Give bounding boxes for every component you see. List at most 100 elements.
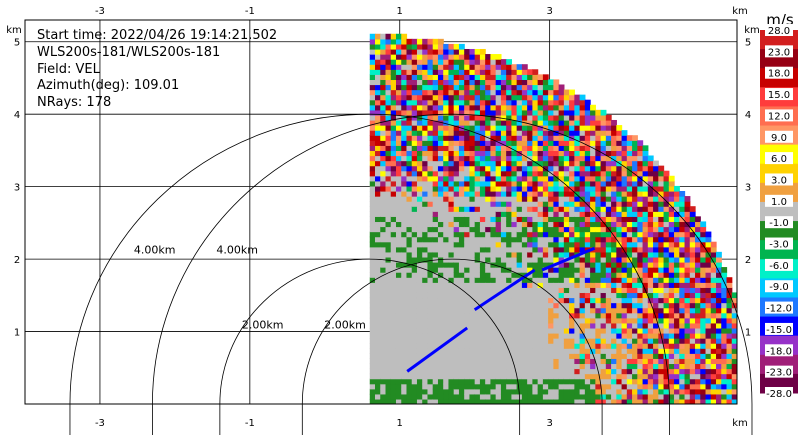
radar-cell <box>380 125 387 131</box>
radar-cell <box>464 241 471 248</box>
radar-cell <box>485 64 492 70</box>
radar-cell <box>490 54 497 60</box>
radar-cell <box>537 267 544 273</box>
radar-cell <box>637 287 644 294</box>
radar-cell <box>380 388 387 395</box>
radar-cell <box>674 383 680 390</box>
radar-cell <box>490 338 497 344</box>
radar-cell <box>731 312 737 319</box>
radar-cell <box>626 135 633 141</box>
radar-cell <box>411 145 418 152</box>
radar-cell <box>474 140 481 146</box>
radar-cell <box>506 125 513 131</box>
radar-cell <box>469 261 476 268</box>
radar-cell <box>469 201 476 207</box>
radar-cell <box>395 155 402 162</box>
radar-cell <box>385 69 392 75</box>
radar-cell <box>647 373 654 380</box>
radar-cell <box>490 267 497 273</box>
range-ring-label: 2.00km <box>324 319 366 332</box>
radar-cell <box>542 393 549 400</box>
radar-cell <box>721 338 728 344</box>
radar-cell <box>448 119 455 126</box>
radar-cell <box>542 175 549 182</box>
radar-cell <box>516 302 523 309</box>
radar-cell <box>553 165 560 172</box>
radar-cell <box>416 180 423 187</box>
radar-cell <box>611 206 617 212</box>
radar-cell <box>521 383 528 390</box>
radar-cell <box>679 211 686 217</box>
radar-cell <box>700 317 707 324</box>
radar-cell <box>716 267 722 273</box>
radar-cell <box>500 226 507 233</box>
radar-cell <box>674 358 680 365</box>
radar-cell <box>663 185 670 192</box>
radar-cell <box>375 236 381 243</box>
radar-cell <box>595 226 602 233</box>
radar-cell <box>716 338 722 344</box>
radar-cell <box>658 277 665 283</box>
radar-cell <box>375 206 381 212</box>
radar-cell <box>375 109 381 116</box>
radar-cell <box>668 267 675 273</box>
radar-cell <box>695 317 701 324</box>
radar-cell <box>710 333 717 339</box>
radar-cell <box>632 221 638 228</box>
radar-cell <box>401 231 408 238</box>
radar-cell <box>532 226 539 233</box>
radar-cell <box>485 175 492 182</box>
radar-cell <box>432 94 439 101</box>
radar-cell <box>427 363 434 370</box>
radar-cell <box>590 175 596 182</box>
radar-cell <box>590 287 596 294</box>
radar-cell <box>695 373 701 380</box>
radar-cell <box>448 206 455 212</box>
radar-cell <box>695 363 701 370</box>
range-ring-label: 2.00km <box>242 319 284 332</box>
radar-cell <box>595 155 602 162</box>
radar-cell <box>590 297 596 304</box>
radar-cell <box>689 368 696 375</box>
radar-cell <box>411 64 418 70</box>
radar-cell <box>642 190 649 197</box>
radar-cell <box>579 185 586 192</box>
radar-cell <box>616 180 623 187</box>
radar-cell <box>689 383 696 390</box>
radar-cell <box>527 196 533 202</box>
radar-cell <box>527 358 533 365</box>
radar-cell <box>369 145 376 152</box>
radar-cell <box>579 226 586 233</box>
radar-cell <box>569 383 575 390</box>
radar-cell <box>506 165 513 172</box>
radar-cell <box>611 343 617 349</box>
radar-cell <box>632 373 638 380</box>
radar-cell <box>726 327 733 334</box>
radar-cell <box>621 363 628 370</box>
radar-cell <box>595 307 602 314</box>
radar-cell <box>427 282 434 288</box>
radar-cell <box>443 251 450 258</box>
radar-cell <box>458 338 465 344</box>
radar-cell <box>579 104 586 111</box>
radar-cell <box>548 130 554 136</box>
radar-cell <box>668 221 675 228</box>
radar-cell <box>490 155 497 162</box>
radar-cell <box>453 69 460 75</box>
radar-cell <box>668 256 675 263</box>
radar-cell <box>380 231 387 238</box>
radar-cell <box>495 333 502 339</box>
radar-cell <box>611 338 617 344</box>
radar-cell <box>495 287 502 294</box>
radar-cell <box>574 261 581 268</box>
radar-cell <box>574 292 581 299</box>
radar-cell <box>380 348 387 354</box>
radar-cell <box>474 74 481 81</box>
radar-cell <box>710 307 717 314</box>
radar-cell <box>574 175 581 182</box>
radar-cell <box>590 302 596 309</box>
radar-cell <box>464 353 471 359</box>
radar-cell <box>663 216 670 223</box>
radar-cell <box>464 145 471 152</box>
radar-cell <box>395 282 402 288</box>
